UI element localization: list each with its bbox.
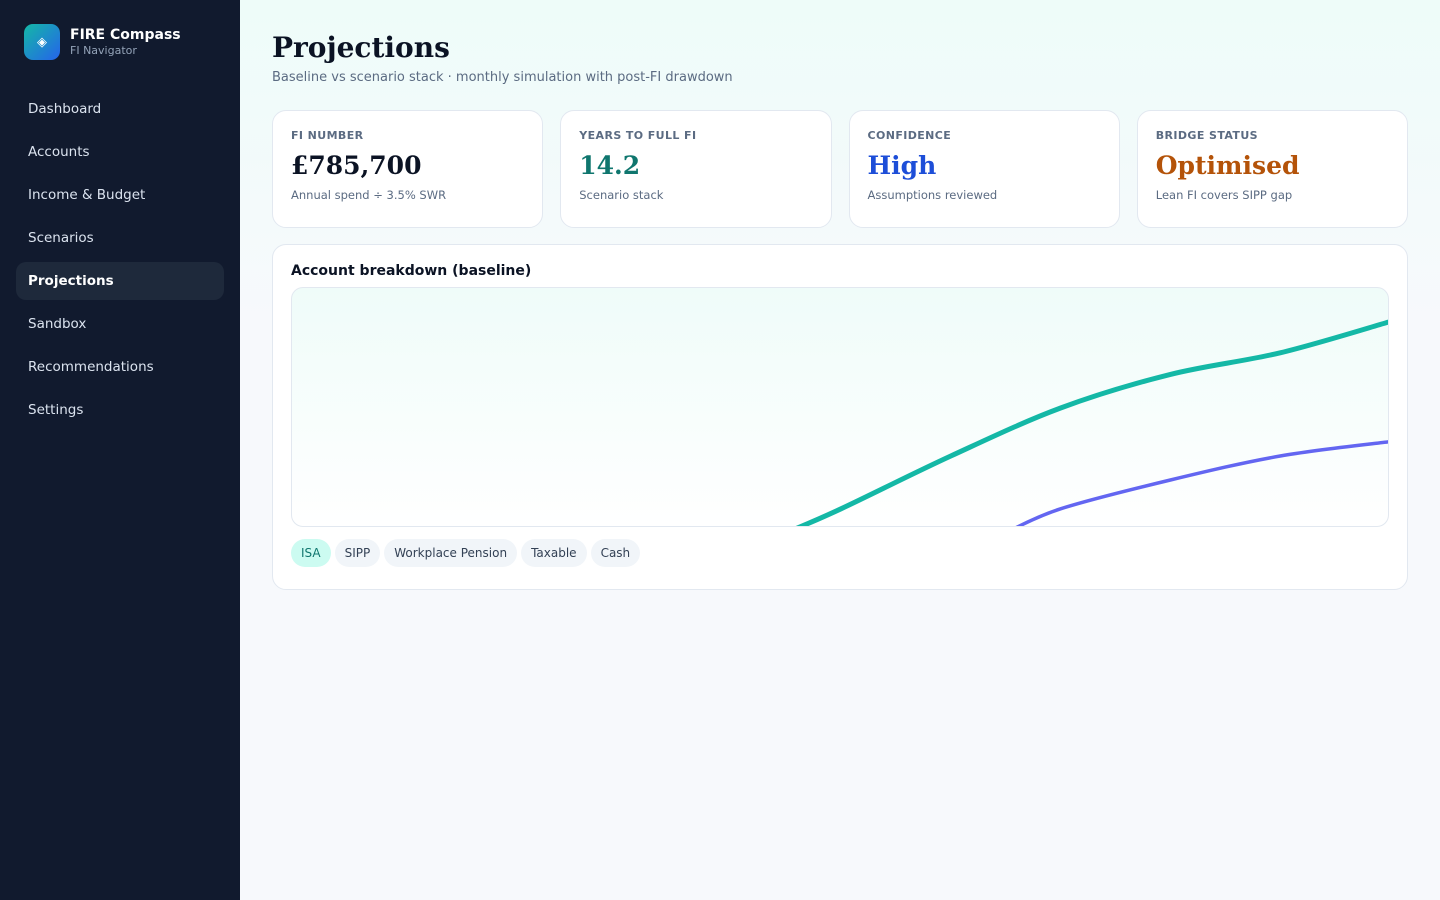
compass-diamond-icon: ◈ [24, 24, 60, 60]
kpi-row: FI NUMBER £785,700 Annual spend ÷ 3.5% S… [272, 110, 1408, 228]
series-legend: ISA SIPP Workplace Pension Taxable Cash [291, 539, 1389, 567]
series-line-0 [795, 319, 1388, 526]
kpi-label: FI NUMBER [291, 129, 364, 142]
kpi-note: Annual spend ÷ 3.5% SWR [291, 188, 447, 202]
sidebar-nav: Dashboard Accounts Income & Budget Scena… [16, 90, 224, 429]
page-subtitle: Baseline vs scenario stack · monthly sim… [272, 70, 733, 85]
kpi-label: BRIDGE STATUS [1155, 129, 1258, 142]
kpi-value: 14.2 [579, 151, 641, 180]
kpi-label: CONFIDENCE [867, 129, 952, 142]
kpi-label: YEARS TO FULL FI [579, 129, 697, 142]
kpi-note: Lean FI covers SIPP gap [1155, 188, 1293, 202]
sidebar-item-scenarios[interactable]: Scenarios [28, 230, 94, 246]
brand-title: FIRE Compass [70, 27, 181, 43]
brand[interactable]: ◈ FIRE Compass FI Navigator [16, 24, 224, 60]
kpi-card-years-to-fi: YEARS TO FULL FI 14.2 Scenario stack [560, 110, 832, 228]
kpi-note: Assumptions reviewed [867, 188, 998, 202]
brand-text: FIRE Compass FI Navigator [70, 26, 181, 58]
sidebar: ◈ FIRE Compass FI Navigator Dashboard Ac… [0, 0, 240, 900]
legend-chip-taxable[interactable]: Taxable [521, 539, 587, 567]
sidebar-item-projections[interactable]: Projections [16, 262, 224, 300]
line-chart [795, 319, 1388, 526]
kpi-card-confidence: CONFIDENCE High Assumptions reviewed [848, 110, 1120, 228]
sidebar-item-settings[interactable]: Settings [28, 402, 84, 418]
account-breakdown-card: Account breakdown (baseline) ISA SIPP Wo… [272, 244, 1408, 590]
sidebar-item-dashboard[interactable]: Dashboard [28, 101, 102, 117]
sidebar-item-accounts[interactable]: Accounts [28, 144, 90, 160]
kpi-card-bridge-status: BRIDGE STATUS Optimised Lean FI covers S… [1136, 110, 1408, 228]
sidebar-item-sandbox[interactable]: Sandbox [28, 316, 87, 332]
kpi-value: High [867, 151, 937, 180]
kpi-value: £785,700 [291, 151, 422, 180]
legend-chip-isa[interactable]: ISA [291, 539, 331, 567]
sidebar-item-recommendations[interactable]: Recommendations [28, 359, 154, 375]
legend-chip-sipp[interactable]: SIPP [334, 539, 381, 567]
legend-chip-workplace-pension[interactable]: Workplace Pension [384, 539, 518, 567]
legend-chip-cash[interactable]: Cash [590, 539, 641, 567]
brand-subtitle: FI Navigator [70, 44, 137, 57]
kpi-card-fi-number: FI NUMBER £785,700 Annual spend ÷ 3.5% S… [272, 110, 544, 228]
page-title: Projections [272, 31, 450, 64]
sidebar-item-income-budget[interactable]: Income & Budget [28, 187, 146, 203]
main-content: Projections Baseline vs scenario stack ·… [240, 0, 1440, 900]
card-title: Account breakdown (baseline) [291, 263, 532, 279]
chart-area [291, 287, 1389, 527]
kpi-value: Optimised [1155, 151, 1300, 180]
kpi-note: Scenario stack [579, 188, 664, 202]
series-line-1 [1015, 440, 1388, 526]
